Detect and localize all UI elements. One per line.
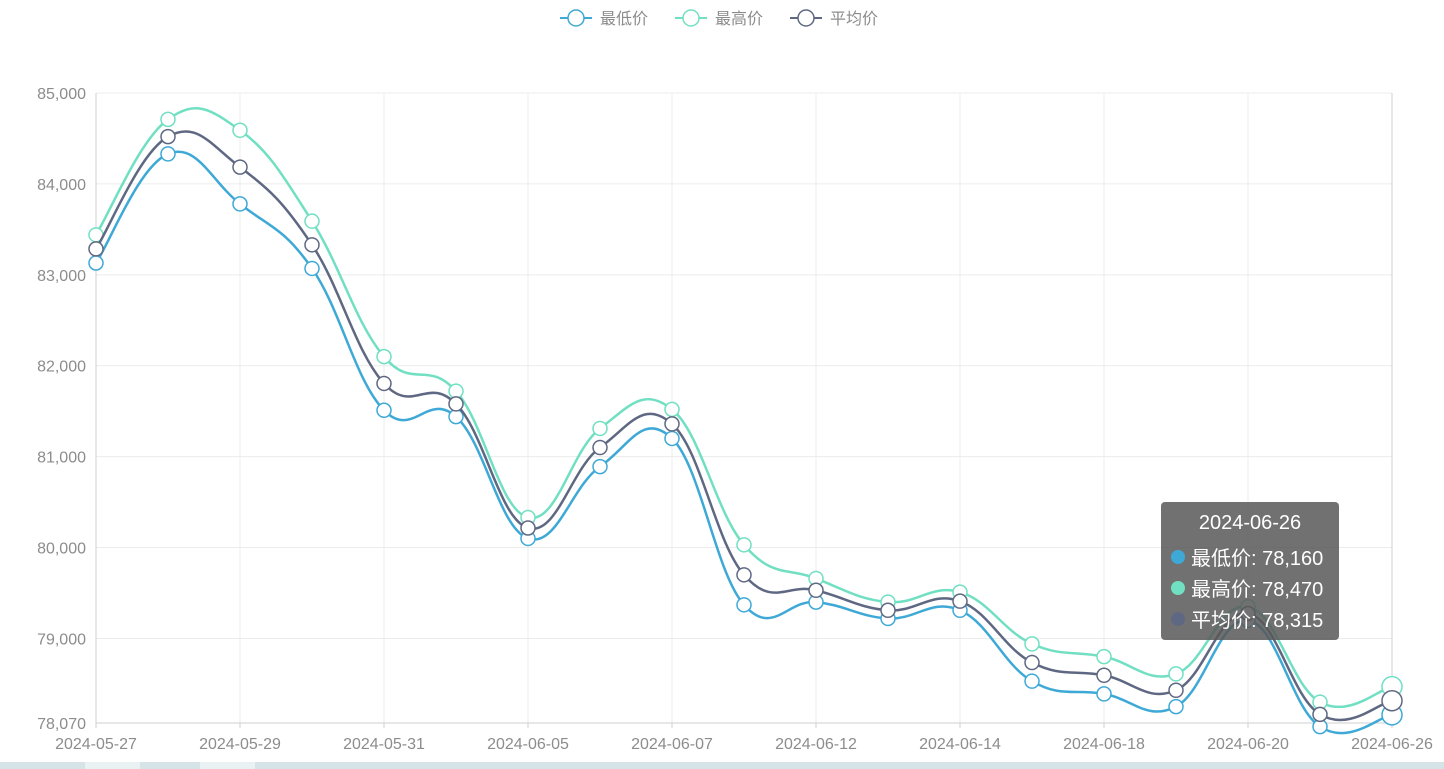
data-point[interactable] [592,420,608,437]
data-point[interactable] [304,213,320,229]
data-point[interactable] [1024,673,1040,689]
data-point[interactable] [664,401,680,418]
legend-item-0[interactable]: 最低价 [560,9,648,28]
legend-label: 平均价 [830,10,878,28]
tooltip-title: 2024-06-26 [1198,512,1302,534]
data-point[interactable] [160,128,176,145]
data-point[interactable] [1168,682,1184,699]
data-point[interactable] [160,146,176,162]
data-zoom-bar[interactable] [0,762,1444,769]
data-point[interactable] [880,602,896,619]
tooltip-dot-high [1171,580,1185,595]
data-point[interactable] [376,402,392,419]
data-point[interactable] [1096,648,1112,665]
tooltip-label-avg: 平均价: 78,315 [1191,610,1324,632]
axes: 85,000 84,000 83,000 82,000 81,000 80,000 79,0… [37,86,1433,753]
x-tick-label: 2024-05-29 [199,736,281,753]
x-tick-label: 2024-06-12 [775,736,857,753]
legend[interactable]: 最低价 最高价 平均价 [560,9,878,28]
data-point[interactable] [1168,698,1184,715]
x-tick-label: 2024-05-31 [343,736,425,753]
x-tick-label: 2024-06-07 [631,736,713,753]
x-tick-label: 2024-06-05 [487,736,569,753]
data-point[interactable] [664,416,680,432]
y-tick-label: 78,070 [37,716,86,733]
chart-tooltip: 2024-06-26 最低价: 78,160 最高价: 78,470 平均价: … [1161,502,1339,640]
data-point[interactable] [160,111,176,128]
y-tick-label: 82,000 [37,359,86,376]
data-point[interactable] [232,122,248,139]
data-point[interactable] [736,567,752,583]
x-tick-label: 2024-06-14 [919,736,1001,753]
data-point[interactable] [1381,689,1403,712]
data-point[interactable] [448,408,464,425]
tooltip-row-avg: 平均价: 78,315 [1171,603,1339,634]
y-tick-label: 79,000 [37,631,86,648]
series-line [94,150,1393,735]
data-point[interactable] [448,396,464,412]
legend-marker [797,9,815,27]
data-point[interactable] [592,439,608,456]
x-tick-label: 2024-05-27 [55,736,137,753]
legend-item-2[interactable]: 平均价 [790,9,878,28]
legend-label: 最低价 [600,10,648,28]
y-tick-label: 80,000 [37,541,86,558]
data-point[interactable] [232,159,248,175]
data-point[interactable] [808,582,824,599]
data-point[interactable] [232,196,248,212]
x-tick-label: 2024-06-18 [1063,736,1145,753]
data-point[interactable] [736,597,752,613]
data-zoom-segment[interactable] [85,762,140,769]
data-point[interactable] [376,348,392,365]
data-point[interactable] [1024,636,1040,652]
data-point[interactable] [304,260,320,277]
data-point[interactable] [88,241,104,257]
data-point[interactable] [736,537,752,553]
y-tick-label: 85,000 [37,86,86,103]
x-tick-label: 2024-06-26 [1351,736,1433,753]
data-point[interactable] [304,237,320,253]
data-point[interactable] [1096,686,1112,702]
data-point[interactable] [376,375,392,392]
data-point[interactable] [1024,654,1040,671]
legend-item-1[interactable]: 最高价 [675,9,763,28]
y-tick-label: 81,000 [37,450,86,467]
y-tick-label: 84,000 [37,177,86,194]
data-point[interactable] [1312,706,1328,723]
x-tick-label: 2024-06-20 [1207,736,1289,753]
legend-marker [567,9,585,27]
tooltip-row-high: 最高价: 78,470 [1171,572,1339,603]
y-tick-label: 83,000 [37,268,86,285]
tooltip-label-high: 最高价: 78,470 [1191,579,1324,601]
data-point[interactable] [88,255,104,271]
data-point[interactable] [664,430,680,447]
tooltip-row-low: 最低价: 78,160 [1171,541,1339,572]
tooltip-dot-low [1171,549,1185,564]
data-zoom-segment[interactable] [200,762,255,769]
data-point[interactable] [448,383,464,399]
data-point[interactable] [520,520,536,536]
data-point[interactable] [1096,667,1112,684]
tooltip-dot-avg [1171,611,1185,626]
legend-label: 最高价 [715,10,763,28]
legend-marker [682,9,700,27]
tooltip-label-low: 最低价: 78,160 [1191,548,1324,570]
data-point[interactable] [1168,666,1184,682]
data-point[interactable] [952,593,968,609]
data-point[interactable] [592,458,608,475]
